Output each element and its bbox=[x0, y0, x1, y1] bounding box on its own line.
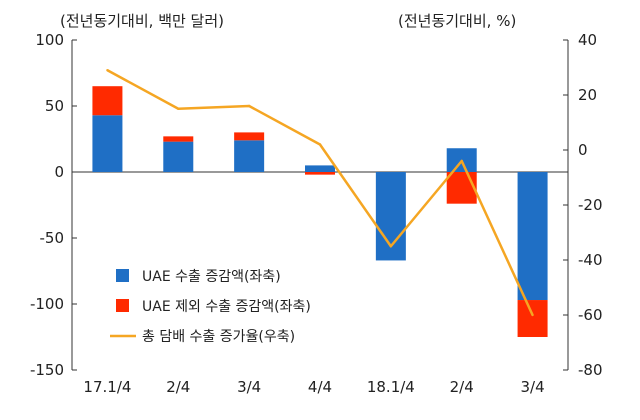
left-tick-label: -100 bbox=[30, 295, 64, 313]
bar-1-0 bbox=[92, 86, 123, 116]
left-tick-label: 100 bbox=[35, 31, 64, 49]
growth-line bbox=[106, 69, 534, 317]
axes bbox=[71, 39, 569, 371]
bar-1-3 bbox=[305, 172, 335, 175]
legend-label: UAE 제외 수출 증감액(좌축) bbox=[142, 299, 311, 315]
category-label: 3/4 bbox=[521, 378, 545, 396]
growth-point bbox=[318, 143, 322, 146]
category-label: 18.1/4 bbox=[367, 378, 415, 396]
legend: UAE 수출 증감액(좌축) UAE 제외 수출 증감액(좌축) 총 담배 수출 증… bbox=[110, 269, 311, 345]
right-tick-label: -80 bbox=[578, 361, 603, 379]
right-tick-label: 0 bbox=[578, 141, 588, 159]
right-tick-label: -20 bbox=[578, 196, 603, 214]
left-tick-label: -150 bbox=[30, 361, 64, 379]
right-tick-label: 40 bbox=[578, 31, 597, 49]
bar-1-5 bbox=[446, 172, 477, 204]
bar-1-6 bbox=[517, 300, 548, 337]
right-axis-unit: (전년동기대비, %) bbox=[398, 12, 516, 30]
bar-0-0 bbox=[92, 115, 123, 172]
category-label: 17.1/4 bbox=[83, 378, 131, 396]
growth-point bbox=[460, 159, 463, 163]
category-label: 2/4 bbox=[166, 378, 190, 396]
category-label: 4/4 bbox=[308, 378, 332, 396]
legend-swatch bbox=[116, 299, 129, 312]
bar-0-6 bbox=[517, 172, 548, 301]
bar-0-2 bbox=[234, 140, 265, 172]
right-tick-label: -40 bbox=[578, 251, 603, 269]
legend-swatch bbox=[116, 269, 129, 282]
growth-point bbox=[389, 245, 393, 248]
category-label: 2/4 bbox=[450, 378, 474, 396]
legend-label: 총 담배 수출 증가율(우축) bbox=[142, 329, 295, 345]
growth-point bbox=[531, 313, 534, 317]
left-tick-label: -50 bbox=[40, 229, 65, 247]
growth-point bbox=[177, 107, 180, 110]
bar-1-2 bbox=[234, 132, 265, 141]
growth-point bbox=[247, 104, 251, 108]
bar-0-3 bbox=[305, 165, 335, 172]
left-tick-label: 0 bbox=[54, 163, 64, 181]
right-tick-label: 20 bbox=[578, 86, 597, 104]
left-axis-unit: (전년동기대비, 백만 달러) bbox=[60, 12, 224, 30]
bar-0-1 bbox=[163, 141, 194, 172]
growth-point bbox=[106, 69, 109, 72]
bar-1-1 bbox=[163, 136, 194, 142]
legend-label: UAE 수출 증감액(좌축) bbox=[142, 269, 281, 285]
category-label: 3/4 bbox=[237, 378, 261, 396]
left-tick-label: 50 bbox=[45, 97, 64, 115]
right-tick-label: -60 bbox=[578, 306, 603, 324]
tick-labels: 100 50 0 -50 -100 -150 40 20 0 -20 -40 -60 -80 17.1/4… bbox=[30, 31, 603, 396]
bars bbox=[92, 86, 548, 337]
